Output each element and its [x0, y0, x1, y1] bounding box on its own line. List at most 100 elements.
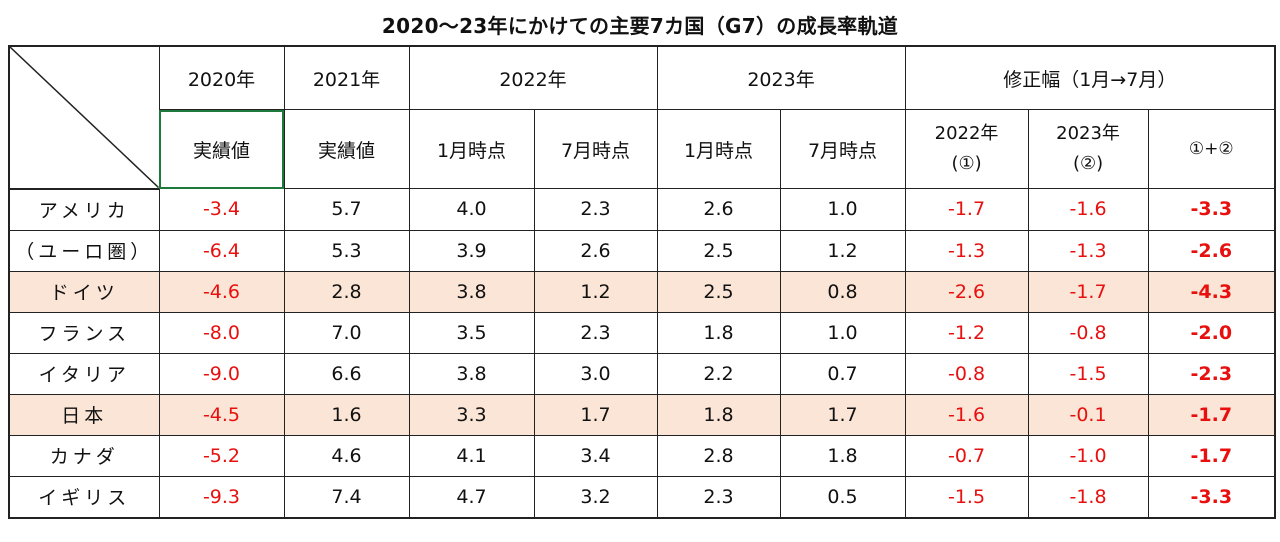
header-actual-2020[interactable]: 実績値	[158, 109, 285, 189]
country-cell[interactable]: ドイツ	[8, 270, 160, 313]
header-2020[interactable]: 2020年	[158, 45, 285, 110]
table-row: フランス -8.0 7.0 3.5 2.3 1.8 1.0 -1.2 -0.8 -2.0	[8, 311, 1277, 354]
jan-2022-cell[interactable]: 4.0	[408, 188, 535, 231]
country-cell[interactable]: カナダ	[8, 434, 160, 477]
actual-2021-cell[interactable]: 5.7	[283, 188, 410, 231]
actual-2021-cell[interactable]: 6.6	[283, 352, 410, 395]
jan-2023-cell[interactable]: 2.2	[656, 352, 781, 395]
actual-2020-cell[interactable]: -8.0	[158, 311, 285, 354]
jul-2022-cell[interactable]: 3.2	[533, 475, 658, 519]
jul-2023-cell[interactable]: 0.5	[779, 475, 906, 519]
country-cell[interactable]: アメリカ	[8, 188, 160, 231]
revision-2023-cell[interactable]: -0.1	[1027, 393, 1149, 436]
jan-2022-cell[interactable]: 4.1	[408, 434, 535, 477]
actual-2021-cell[interactable]: 5.3	[283, 229, 410, 272]
jul-2023-cell[interactable]: 0.7	[779, 352, 906, 395]
country-cell[interactable]: （ユーロ圏）	[8, 229, 160, 272]
country-cell[interactable]: 日本	[8, 393, 160, 436]
jul-2022-cell[interactable]: 3.4	[533, 434, 658, 477]
jan-2022-cell[interactable]: 3.9	[408, 229, 535, 272]
actual-2021-cell[interactable]: 7.4	[283, 475, 410, 519]
header-actual-2021[interactable]: 実績値	[283, 109, 410, 189]
actual-2021-cell[interactable]: 1.6	[283, 393, 410, 436]
actual-2020-cell[interactable]: -5.2	[158, 434, 285, 477]
jul-2023-cell[interactable]: 0.8	[779, 270, 906, 313]
jul-2023-cell[interactable]: 1.7	[779, 393, 906, 436]
country-cell[interactable]: イギリス	[8, 475, 160, 519]
header-jan-2022[interactable]: 1月時点	[408, 109, 535, 189]
jul-2022-cell[interactable]: 3.0	[533, 352, 658, 395]
actual-2020-cell[interactable]: -4.5	[158, 393, 285, 436]
header-row-sub: 実績値 実績値 1月時点 7月時点 1月時点 7月時点 2022年 (①) 20…	[9, 109, 1277, 189]
revision-2023-cell[interactable]: -1.3	[1027, 229, 1149, 272]
header-revision-2023[interactable]: 2023年 (②)	[1027, 109, 1149, 189]
header-revision-total[interactable]: ①+②	[1147, 109, 1277, 189]
revision-total-cell[interactable]: -3.3	[1147, 475, 1277, 519]
revision-total-cell[interactable]: -2.0	[1147, 311, 1277, 354]
revision-2022-cell[interactable]: -1.6	[904, 393, 1029, 436]
revision-total-cell[interactable]: -1.7	[1147, 393, 1277, 436]
country-cell[interactable]: イタリア	[8, 352, 160, 395]
jan-2023-cell[interactable]: 2.8	[656, 434, 781, 477]
header-2022[interactable]: 2022年	[408, 45, 658, 110]
jul-2023-cell[interactable]: 1.8	[779, 434, 906, 477]
header-revision-2022[interactable]: 2022年 (①)	[904, 109, 1029, 189]
table-title: 2020～23年にかけての主要7カ国（G7）の成長率軌道	[381, 14, 899, 38]
revision-2022-cell[interactable]: -1.7	[904, 188, 1029, 231]
revision-2022-cell[interactable]: -0.8	[904, 352, 1029, 395]
table-row: アメリカ -3.4 5.7 4.0 2.3 2.6 1.0 -1.7 -1.6 -3.3	[8, 188, 1277, 231]
header-jul-2022[interactable]: 7月時点	[533, 109, 658, 189]
revision-total-cell[interactable]: -2.6	[1147, 229, 1277, 272]
jul-2022-cell[interactable]: 1.7	[533, 393, 658, 436]
revision-2023-cell[interactable]: -1.6	[1027, 188, 1149, 231]
jan-2022-cell[interactable]: 3.8	[408, 270, 535, 313]
revision-2022-cell[interactable]: -1.2	[904, 311, 1029, 354]
jan-2022-cell[interactable]: 3.5	[408, 311, 535, 354]
actual-2020-cell[interactable]: -9.0	[158, 352, 285, 395]
jan-2023-cell[interactable]: 2.5	[656, 270, 781, 313]
jul-2022-cell[interactable]: 2.6	[533, 229, 658, 272]
jul-2022-cell[interactable]: 2.3	[533, 311, 658, 354]
revision-total-cell[interactable]: -1.7	[1147, 434, 1277, 477]
jan-2023-cell[interactable]: 2.3	[656, 475, 781, 519]
header-jan-2023[interactable]: 1月時点	[656, 109, 781, 189]
revision-2022-cell[interactable]: -0.7	[904, 434, 1029, 477]
jul-2023-cell[interactable]: 1.0	[779, 188, 906, 231]
actual-2020-cell[interactable]: -4.6	[158, 270, 285, 313]
header-jul-2023[interactable]: 7月時点	[779, 109, 906, 189]
table-row: ドイツ -4.6 2.8 3.8 1.2 2.5 0.8 -2.6 -1.7 -4.3	[8, 270, 1277, 313]
actual-2020-cell[interactable]: -3.4	[158, 188, 285, 231]
revision-2023-cell[interactable]: -1.7	[1027, 270, 1149, 313]
jan-2022-cell[interactable]: 4.7	[408, 475, 535, 519]
actual-2020-cell[interactable]: -6.4	[158, 229, 285, 272]
revision-total-cell[interactable]: -2.3	[1147, 352, 1277, 395]
header-revision[interactable]: 修正幅（1月→7月）	[904, 45, 1277, 110]
revision-total-cell[interactable]: -3.3	[1147, 188, 1277, 231]
table-row: イタリア -9.0 6.6 3.8 3.0 2.2 0.7 -0.8 -1.5 -2.3	[8, 352, 1277, 395]
revision-2022-cell[interactable]: -2.6	[904, 270, 1029, 313]
jan-2022-cell[interactable]: 3.8	[408, 352, 535, 395]
header-2023[interactable]: 2023年	[656, 45, 906, 110]
jan-2022-cell[interactable]: 3.3	[408, 393, 535, 436]
revision-2023-cell[interactable]: -1.0	[1027, 434, 1149, 477]
actual-2020-cell[interactable]: -9.3	[158, 475, 285, 519]
actual-2021-cell[interactable]: 4.6	[283, 434, 410, 477]
revision-2023-cell[interactable]: -1.5	[1027, 352, 1149, 395]
jul-2023-cell[interactable]: 1.2	[779, 229, 906, 272]
revision-2022-cell[interactable]: -1.3	[904, 229, 1029, 272]
jul-2022-cell[interactable]: 2.3	[533, 188, 658, 231]
header-2021[interactable]: 2021年	[283, 45, 410, 110]
revision-2022-cell[interactable]: -1.5	[904, 475, 1029, 519]
jan-2023-cell[interactable]: 2.5	[656, 229, 781, 272]
jan-2023-cell[interactable]: 1.8	[656, 311, 781, 354]
revision-2023-cell[interactable]: -1.8	[1027, 475, 1149, 519]
revision-total-cell[interactable]: -4.3	[1147, 270, 1277, 313]
jul-2022-cell[interactable]: 1.2	[533, 270, 658, 313]
jan-2023-cell[interactable]: 2.6	[656, 188, 781, 231]
revision-2023-cell[interactable]: -0.8	[1027, 311, 1149, 354]
actual-2021-cell[interactable]: 2.8	[283, 270, 410, 313]
jul-2023-cell[interactable]: 1.0	[779, 311, 906, 354]
country-cell[interactable]: フランス	[8, 311, 160, 354]
actual-2021-cell[interactable]: 7.0	[283, 311, 410, 354]
jan-2023-cell[interactable]: 1.8	[656, 393, 781, 436]
